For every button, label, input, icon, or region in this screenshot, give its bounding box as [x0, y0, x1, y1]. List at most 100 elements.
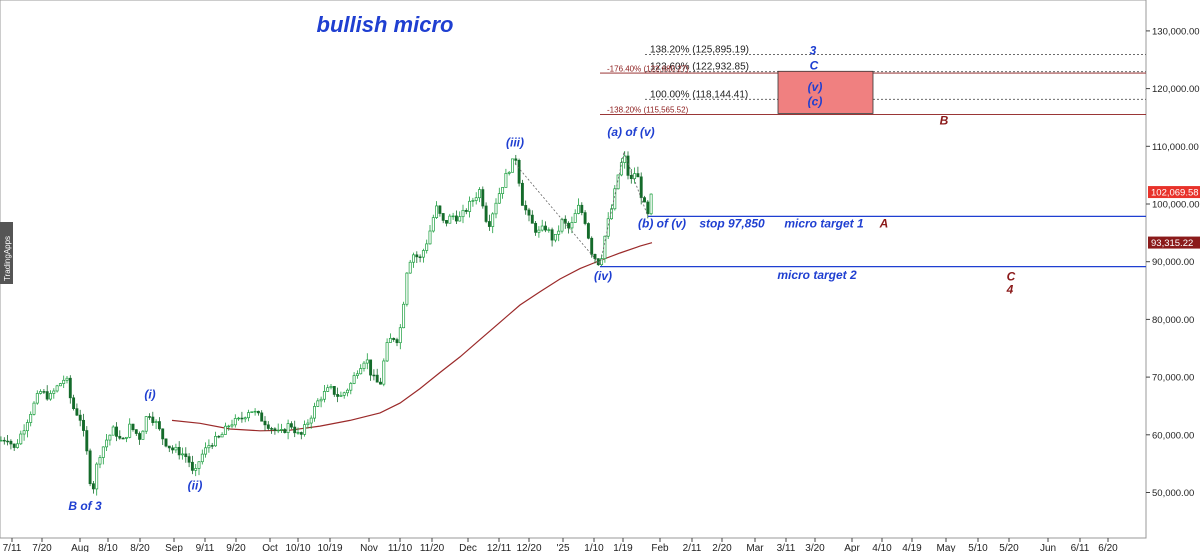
candle-body — [461, 209, 465, 218]
candle-body — [412, 254, 415, 263]
candle-body — [610, 208, 613, 220]
candle-body — [299, 432, 303, 435]
y-tick-label: 120,000.00 — [1152, 84, 1200, 95]
candle-body — [289, 423, 293, 428]
x-tick-label: Nov — [360, 543, 378, 552]
candle-body — [346, 389, 349, 394]
candle-body — [39, 391, 43, 394]
candle-body — [240, 417, 244, 420]
wave-label: (b) of (v) — [638, 217, 686, 231]
candle-body — [458, 216, 462, 222]
candle-layer — [0, 151, 653, 496]
candle-body — [557, 230, 561, 235]
candle-body — [19, 433, 23, 445]
candle-body — [322, 391, 326, 400]
candle-body — [385, 342, 389, 362]
x-tick-label: 7/11 — [3, 543, 22, 552]
candle-body — [514, 158, 518, 161]
candle-body — [29, 413, 33, 423]
x-tick-label: Oct — [262, 543, 278, 552]
candle-body — [487, 221, 491, 227]
candle-body — [478, 189, 481, 199]
candle-body — [0, 439, 3, 442]
candle-body — [260, 412, 264, 422]
fib-red-label: -138.20% (115,565.52) — [607, 106, 689, 115]
candle-body — [52, 390, 56, 394]
candle-body — [530, 214, 534, 224]
wave-label: 3 — [810, 44, 817, 58]
candle-body — [65, 377, 69, 381]
chart-title: bullish micro — [317, 12, 454, 37]
candle-body — [55, 385, 59, 392]
candle-body — [494, 202, 498, 215]
candle-body — [134, 429, 138, 434]
plot-border — [0, 0, 1147, 539]
candle-body — [524, 205, 528, 211]
candle-body — [141, 430, 145, 440]
candle-body — [359, 368, 363, 375]
x-tick-label: '25 — [556, 543, 569, 552]
wave-label: C — [810, 59, 819, 73]
candle-body — [372, 374, 376, 377]
candle-body — [418, 256, 422, 258]
watermark-text: TradingApps — [3, 236, 12, 281]
candle-body — [128, 423, 132, 438]
candle-body — [174, 447, 178, 451]
candle-body — [471, 200, 475, 202]
candle-body — [507, 171, 511, 174]
x-tick-label: 12/11 — [487, 543, 512, 552]
candle-body — [639, 176, 643, 198]
y-tick-label: 130,000.00 — [1152, 26, 1200, 37]
candle-body — [573, 213, 577, 223]
candle-body — [619, 162, 623, 176]
candle-body — [481, 189, 485, 207]
candle-body — [108, 434, 112, 441]
x-tick-label: 11/10 — [388, 543, 413, 552]
candle-body — [283, 429, 287, 433]
candle-body — [35, 393, 39, 404]
candle-body — [82, 419, 85, 431]
x-tick-label: 9/11 — [196, 543, 215, 552]
x-tick-label: 10/10 — [285, 543, 310, 552]
candle-body — [636, 173, 640, 178]
candle-body — [613, 188, 617, 210]
fib-red-label: -176.40% (122,680.27) — [607, 65, 689, 74]
candle-body — [379, 381, 382, 385]
candle-body — [270, 428, 274, 430]
candle-body — [309, 417, 313, 424]
candle-body — [537, 229, 541, 233]
candle-body — [365, 359, 369, 364]
target-box — [777, 70, 874, 114]
candle-body — [280, 429, 283, 431]
candle-body — [247, 412, 250, 419]
candle-body — [187, 456, 191, 463]
candle-body — [32, 402, 36, 415]
wave-connector — [599, 151, 625, 265]
x-tick-label: 3/20 — [805, 543, 825, 552]
candle-body — [431, 217, 435, 232]
candle-body — [352, 375, 356, 384]
wave-connector — [514, 163, 601, 265]
candle-body — [395, 339, 399, 344]
fib-level-label: 138.20% (125,895.19) — [650, 45, 749, 56]
wave-label: A — [879, 217, 889, 231]
x-tick-label: 3/11 — [777, 543, 796, 552]
candle-body — [78, 414, 82, 421]
candle-body — [633, 173, 637, 179]
candle-body — [243, 417, 247, 420]
candle-body — [369, 359, 373, 376]
x-tick-label: 5/20 — [999, 543, 1019, 552]
x-tick-label: May — [937, 543, 956, 552]
candle-body — [336, 394, 340, 397]
candle-body — [398, 327, 402, 344]
candle-body — [540, 225, 544, 231]
candle-body — [563, 218, 567, 224]
candle-body — [643, 197, 646, 203]
candle-body — [151, 416, 155, 423]
candle-body — [157, 421, 161, 430]
candle-body — [600, 258, 604, 266]
candle-body — [256, 410, 260, 414]
candle-body — [98, 457, 102, 465]
price-badge — [1148, 186, 1200, 199]
x-tick-label: 1/10 — [584, 543, 604, 552]
